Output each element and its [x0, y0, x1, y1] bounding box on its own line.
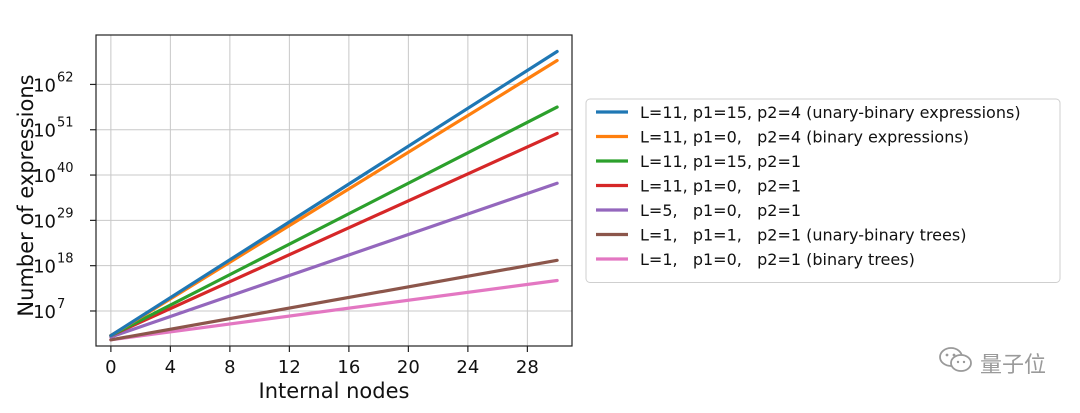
legend-label: L=1, p1=0, p2=1 (binary trees): [640, 250, 915, 269]
x-tick-label: 4: [165, 357, 176, 378]
legend-label: L=11, p1=15, p2=1: [640, 152, 801, 171]
series-lines: [109, 49, 559, 342]
legend-label: L=11, p1=15, p2=4 (unary-binary expressi…: [640, 103, 1021, 122]
x-tick-label: 12: [278, 357, 301, 378]
plot-area-frame: [95, 34, 573, 347]
x-tick-label: 20: [397, 357, 420, 378]
legend-label: L=1, p1=1, p2=1 (unary-binary trees): [640, 226, 966, 245]
y-tick-label: 10: [33, 75, 56, 96]
y-tick-exponent: 51: [57, 116, 74, 131]
y-tick-exponent: 29: [57, 206, 74, 221]
x-tick-label: 8: [224, 357, 235, 378]
legend-label: L=5, p1=0, p2=1: [640, 201, 801, 220]
y-tick-exponent: 7: [57, 297, 65, 312]
legend-box: [585, 98, 1061, 283]
x-tick-label: 0: [105, 357, 116, 378]
legend-label: L=11, p1=0, p2=4 (binary expressions): [640, 128, 969, 147]
series-line-5: [109, 181, 559, 339]
y-tick-exponent: 40: [57, 161, 74, 176]
y-tick-label: 10: [33, 257, 56, 278]
y-axis-label: Number of expressions: [14, 74, 38, 316]
y-tick-exponent: 18: [57, 252, 74, 267]
x-tick-label: 24: [456, 357, 479, 378]
series-line-4: [109, 131, 559, 338]
y-tick-exponent: 62: [57, 70, 74, 85]
wechat-icon: [938, 345, 974, 381]
series-line-1: [109, 49, 559, 338]
legend-label: L=11, p1=0, p2=1: [640, 177, 801, 196]
x-axis-ticks: 0 4 8 12 16 20 24 28: [105, 346, 539, 378]
y-tick-label: 10: [33, 166, 56, 187]
y-tick-label: 10: [33, 121, 56, 142]
series-line-3: [109, 105, 559, 338]
x-tick-label: 28: [516, 357, 539, 378]
y-tick-label: 10: [33, 302, 56, 323]
series-line-7: [109, 278, 559, 342]
series-line-6: [109, 258, 559, 342]
watermark-text: 量子位: [979, 353, 1046, 378]
x-tick-label: 16: [337, 357, 360, 378]
y-tick-label: 10: [33, 211, 56, 232]
x-axis-label: Internal nodes: [259, 379, 410, 403]
watermark: 量子位: [938, 345, 1046, 381]
legend: L=11, p1=15, p2=4 (unary-binary expressi…: [585, 98, 1061, 283]
